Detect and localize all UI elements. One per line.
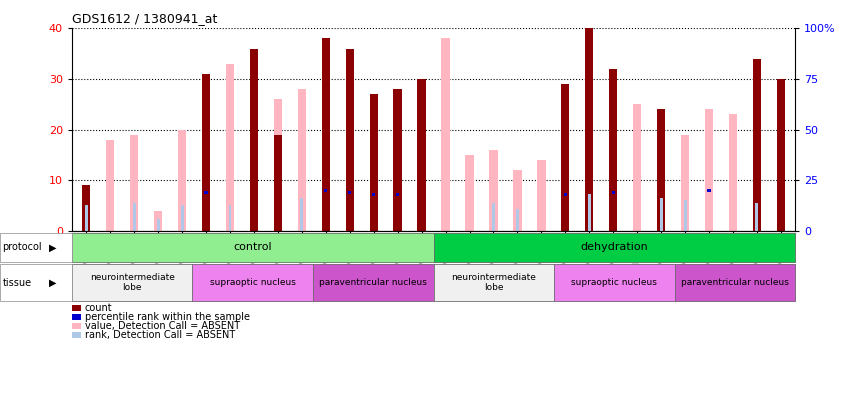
- Text: percentile rank within the sample: percentile rank within the sample: [85, 312, 250, 322]
- Bar: [777, 79, 785, 231]
- Bar: [492, 202, 495, 231]
- Bar: [705, 109, 713, 231]
- Bar: [321, 38, 330, 231]
- Bar: [349, 191, 351, 194]
- Text: ▶: ▶: [49, 278, 57, 288]
- Text: neurointermediate
lobe: neurointermediate lobe: [90, 273, 174, 292]
- Bar: [657, 109, 665, 231]
- Bar: [274, 99, 282, 231]
- Bar: [154, 211, 162, 231]
- Bar: [228, 205, 232, 231]
- Bar: [516, 209, 519, 231]
- Text: neurointermediate
lobe: neurointermediate lobe: [452, 273, 536, 292]
- Bar: [684, 200, 687, 231]
- Bar: [681, 134, 689, 231]
- Text: GDS1612 / 1380941_at: GDS1612 / 1380941_at: [72, 12, 217, 25]
- Text: supraoptic nucleus: supraoptic nucleus: [210, 278, 296, 287]
- Bar: [537, 160, 546, 231]
- Bar: [298, 89, 306, 231]
- Bar: [82, 185, 91, 231]
- Bar: [633, 104, 641, 231]
- Text: protocol: protocol: [3, 243, 42, 252]
- Bar: [563, 193, 567, 196]
- Bar: [489, 150, 497, 231]
- Bar: [612, 191, 615, 194]
- Bar: [226, 64, 234, 231]
- Text: rank, Detection Call = ABSENT: rank, Detection Call = ABSENT: [85, 330, 235, 340]
- Bar: [372, 193, 376, 196]
- Text: value, Detection Call = ABSENT: value, Detection Call = ABSENT: [85, 321, 239, 331]
- Bar: [205, 191, 207, 194]
- Bar: [442, 38, 450, 231]
- Bar: [417, 79, 426, 231]
- Text: count: count: [85, 303, 113, 313]
- Bar: [85, 205, 88, 231]
- Text: ▶: ▶: [49, 243, 57, 252]
- Text: paraventricular nucleus: paraventricular nucleus: [319, 278, 427, 287]
- Text: dehydration: dehydration: [580, 243, 648, 252]
- Bar: [393, 89, 402, 231]
- Bar: [396, 193, 399, 196]
- Bar: [609, 69, 618, 231]
- Bar: [250, 49, 258, 231]
- Bar: [585, 28, 593, 231]
- Bar: [345, 49, 354, 231]
- Bar: [660, 198, 662, 231]
- Text: tissue: tissue: [3, 278, 31, 288]
- Bar: [514, 170, 522, 231]
- Bar: [157, 219, 160, 231]
- Bar: [130, 134, 139, 231]
- Bar: [728, 115, 737, 231]
- Bar: [106, 140, 114, 231]
- Bar: [465, 155, 474, 231]
- Bar: [300, 198, 304, 231]
- Bar: [324, 189, 327, 192]
- Bar: [588, 194, 591, 231]
- Bar: [178, 130, 186, 231]
- Bar: [707, 189, 711, 192]
- Bar: [180, 205, 184, 231]
- Bar: [561, 84, 569, 231]
- Bar: [753, 59, 761, 231]
- Text: paraventricular nucleus: paraventricular nucleus: [681, 278, 789, 287]
- Bar: [133, 202, 135, 231]
- Bar: [274, 134, 282, 231]
- Text: supraoptic nucleus: supraoptic nucleus: [571, 278, 657, 287]
- Bar: [370, 94, 378, 231]
- Bar: [755, 202, 758, 231]
- Text: control: control: [233, 243, 272, 252]
- Bar: [202, 74, 210, 231]
